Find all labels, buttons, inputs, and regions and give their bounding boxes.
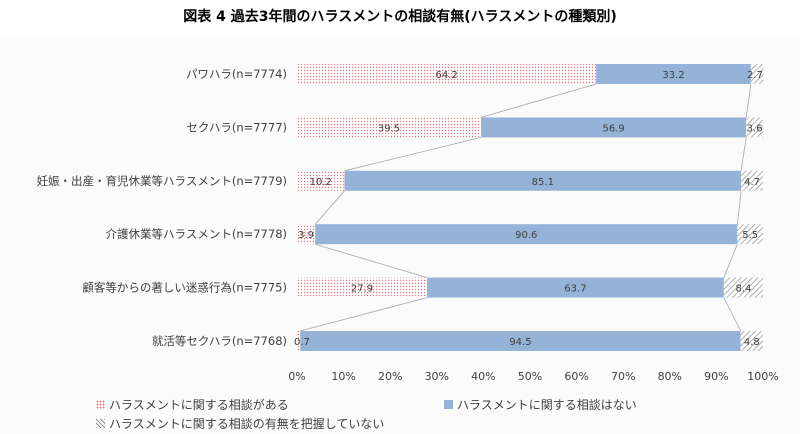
data-label-s2-r2: 56.9 xyxy=(603,123,625,134)
legend-label-series-2: ハラスメントに関する相談はない xyxy=(457,398,637,412)
data-label-s3-r3: 4.7 xyxy=(744,177,760,188)
series-line-2-r5 xyxy=(723,297,741,332)
legend-item-series-3: ハラスメントに関する相談の有無を把握していない xyxy=(96,415,384,432)
bar-s1-r2 xyxy=(297,117,482,138)
x-tick-label-7: 70% xyxy=(611,370,635,383)
bar-s3-r2 xyxy=(746,117,763,138)
series-line-1-r2 xyxy=(344,137,482,172)
bar-s3-r1 xyxy=(750,64,764,84)
series-line-1-r3 xyxy=(314,190,345,225)
bar-s1-r1 xyxy=(297,64,597,84)
series-line-2-r2 xyxy=(740,137,747,171)
category-label-r6: 就活等セクハラ(n=7768) xyxy=(152,334,287,348)
data-label-s1-r2: 39.5 xyxy=(378,123,400,134)
category-label-r5: 顧客等からの著しい迷惑行為(n=7775) xyxy=(82,281,287,295)
data-label-s2-r4: 90.6 xyxy=(515,230,537,241)
series-line-2-r3 xyxy=(736,190,742,225)
data-label-s3-r6: 4.8 xyxy=(744,337,760,348)
legend-swatch-hatch-icon xyxy=(96,419,105,428)
data-label-s3-r4: 5.5 xyxy=(742,230,758,241)
chart-title: 図表 4 過去3年間のハラスメントの相談有無(ハラスメントの種類別) xyxy=(183,9,617,25)
category-label-r3: 妊娠・出産・育児休業等ハラスメント(n=7779) xyxy=(37,174,287,188)
data-label-s3-r2: 3.6 xyxy=(747,123,763,134)
bar-s2-r1 xyxy=(596,64,751,84)
data-label-s2-r3: 85.1 xyxy=(532,177,554,188)
legend-label-series-3: ハラスメントに関する相談の有無を把握していない xyxy=(109,417,385,431)
x-tick-label-6: 60% xyxy=(564,370,588,383)
series-line-1-r4 xyxy=(315,243,428,278)
data-label-s1-r5: 27.9 xyxy=(351,284,373,295)
x-tick-label-1: 10% xyxy=(331,370,355,383)
data-label-s1-r4: 3.9 xyxy=(298,230,314,241)
category-label-r4: 介護休業等ハラスメント(n=7778) xyxy=(106,227,287,241)
legend-item-series-2: ハラスメントに関する相談はない xyxy=(444,396,637,413)
x-tick-label-4: 40% xyxy=(471,370,495,383)
x-tick-label-0: 0% xyxy=(288,370,305,383)
bar-s3-r5 xyxy=(723,277,763,298)
legend-label-series-1: ハラスメントに関する相談がある xyxy=(109,398,289,412)
x-tick-label-5: 50% xyxy=(518,370,542,383)
x-tick-label-9: 90% xyxy=(704,370,728,383)
data-label-s2-r6: 94.5 xyxy=(509,337,531,348)
legend-swatch-solid-icon xyxy=(444,400,453,409)
series-line-2-r1 xyxy=(745,83,752,118)
data-label-s3-r5: 8.4 xyxy=(735,284,751,295)
bar-s2-r3 xyxy=(344,170,742,191)
category-label-r1: パワハラ(n=7774) xyxy=(186,67,287,81)
series-line-2-r4 xyxy=(723,244,738,278)
bar-s3-r3 xyxy=(741,170,763,191)
x-tick-label-10: 100% xyxy=(747,370,778,383)
bar-s1-r3 xyxy=(297,170,345,191)
data-label-s3-r1: 2.7 xyxy=(747,70,763,81)
bar-s2-r2 xyxy=(481,117,747,138)
x-tick-label-8: 80% xyxy=(658,370,682,383)
bar-s3-r4 xyxy=(737,224,763,245)
x-tick-label-2: 20% xyxy=(378,370,402,383)
bar-s2-r6 xyxy=(300,331,741,351)
bar-s1-r4 xyxy=(297,224,316,245)
data-label-s1-r6: 0.7 xyxy=(294,337,310,348)
data-label-s1-r1: 64.2 xyxy=(435,70,457,81)
bar-s1-r5 xyxy=(297,277,428,298)
data-label-s1-r3: 10.2 xyxy=(310,177,332,188)
bar-s2-r4 xyxy=(315,224,738,245)
legend-item-series-1: ハラスメントに関する相談がある xyxy=(96,396,289,413)
legend-swatch-dots-icon xyxy=(96,400,105,409)
data-label-s2-r5: 63.7 xyxy=(564,284,586,295)
bar-s3-r6 xyxy=(740,331,763,351)
bar-s2-r5 xyxy=(427,277,724,298)
bar-s1-r6 xyxy=(297,331,301,351)
series-line-1-r5 xyxy=(300,297,428,332)
category-label-r2: セクハラ(n=7777) xyxy=(186,120,287,134)
x-tick-label-3: 30% xyxy=(425,370,449,383)
series-line-1-r1 xyxy=(480,83,597,118)
data-label-s2-r1: 33.2 xyxy=(662,70,684,81)
